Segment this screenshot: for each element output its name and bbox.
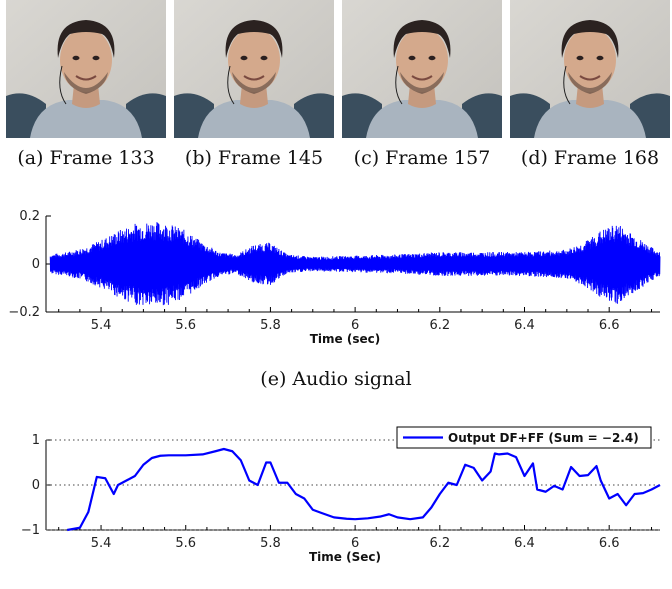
frame-image-b: [174, 0, 334, 138]
frame-caption-a: (a) Frame 133: [17, 147, 155, 169]
legend-box: [396, 426, 652, 449]
shirt: [366, 100, 478, 138]
x-tick-label: 6: [351, 318, 359, 333]
shirt: [534, 100, 646, 138]
frame-image-d: [510, 0, 670, 138]
eye-right: [260, 55, 268, 61]
shirt: [30, 100, 142, 138]
eye-left: [240, 55, 248, 61]
x-tick-label: 6.2: [429, 536, 450, 551]
beard: [232, 72, 276, 94]
output-chart: 5.4 5.6 5.8 6 6.2 6.4 6.6 −1 0 1 Time (Sec) Output …: [21, 426, 661, 564]
frame-picture: [174, 0, 334, 138]
frame-picture: [510, 0, 670, 138]
x-tick-label: 6: [351, 536, 359, 551]
beard: [568, 72, 612, 94]
eye-left: [576, 55, 584, 61]
x-tick-label: 5.8: [260, 536, 281, 551]
beard: [64, 72, 108, 94]
face: [564, 28, 616, 92]
earphone-cable: [395, 65, 403, 105]
x-tick-label: 6.4: [514, 536, 535, 551]
mouth: [579, 75, 601, 81]
face: [60, 28, 112, 92]
face: [228, 28, 280, 92]
y-tick-label: 0.2: [19, 209, 40, 224]
earphone-cable: [59, 65, 67, 105]
mouth: [243, 75, 265, 81]
x-axis-label: Time (sec): [310, 332, 380, 346]
hair: [561, 20, 619, 58]
eye-right: [428, 55, 436, 61]
x-tick-label: 6.2: [429, 318, 450, 333]
eye-right: [92, 55, 100, 61]
legend: Output DF+FF (Sum = −2.4): [396, 426, 652, 449]
frame-caption-b: (b) Frame 145: [184, 147, 324, 169]
x-tick-label: 5.4: [91, 536, 112, 551]
x-tick-label: 5.4: [91, 318, 112, 333]
frame-picture: [6, 0, 166, 138]
hair: [225, 20, 283, 58]
x-tick-label: 6.6: [599, 536, 620, 551]
y-tick-label: 0: [32, 257, 40, 272]
beard: [400, 72, 444, 94]
y-tick-label: 0: [32, 478, 40, 493]
x-tick-label: 6.4: [514, 318, 535, 333]
audio-signal-chart: 5.4 5.6 5.8 6 6.2 6.4 6.6 −0.2 0 0.2 Time (sec): [8, 209, 661, 346]
y-tick-label: −1: [21, 523, 40, 538]
video-frames: [6, 0, 670, 138]
mouth: [411, 75, 433, 81]
frame-picture: [342, 0, 502, 138]
y-tick-label: 1: [32, 433, 40, 448]
audio-caption: (e) Audio signal: [260, 368, 412, 390]
shirt: [198, 100, 310, 138]
x-tick-label: 5.6: [175, 318, 196, 333]
earphone-cable: [563, 65, 571, 105]
x-tick-label: 5.6: [175, 536, 196, 551]
frame-image-c: [342, 0, 502, 138]
hair: [57, 20, 115, 58]
output-line: [66, 447, 661, 532]
y-tick-label: −0.2: [8, 305, 40, 320]
audio-waveform: [49, 222, 661, 306]
legend-label: Output DF+FF (Sum = −2.4): [448, 431, 639, 445]
x-tick-label: 5.8: [260, 318, 281, 333]
eye-left: [408, 55, 416, 61]
hair: [393, 20, 451, 58]
frame-image-a: [6, 0, 166, 138]
face: [396, 28, 448, 92]
frame-caption-d: (d) Frame 168: [520, 147, 660, 169]
x-axis-label: Time (Sec): [309, 550, 381, 564]
frame-caption-c: (c) Frame 157: [353, 147, 491, 169]
eye-left: [72, 55, 80, 61]
mouth: [75, 75, 97, 81]
x-tick-label: 6.6: [599, 318, 620, 333]
eye-right: [596, 55, 604, 61]
earphone-cable: [227, 65, 235, 105]
